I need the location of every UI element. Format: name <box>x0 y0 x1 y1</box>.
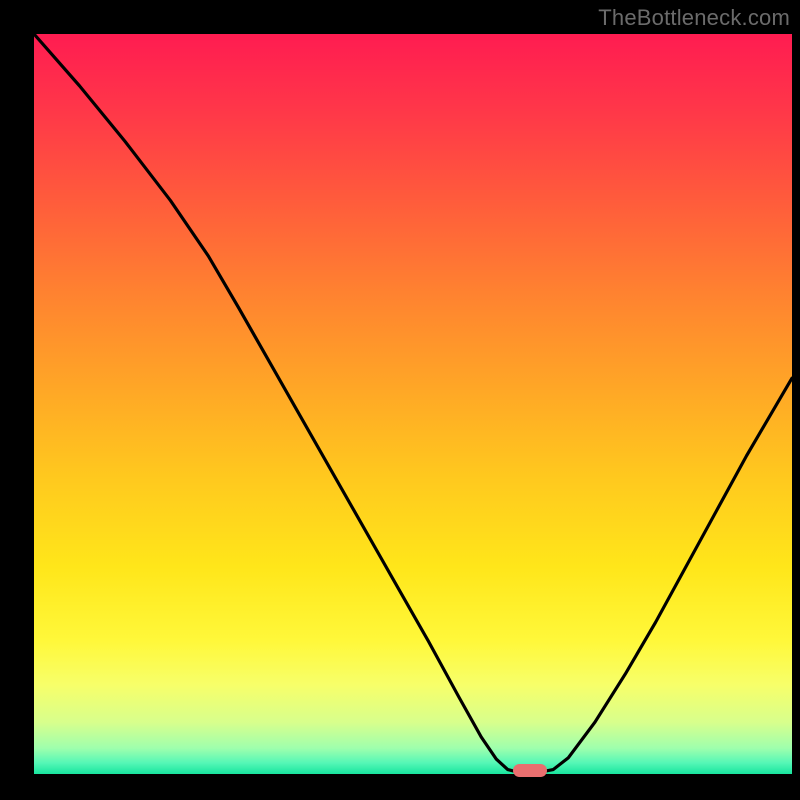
bottleneck-curve <box>34 34 792 774</box>
watermark-text: TheBottleneck.com <box>598 5 790 31</box>
optimal-marker <box>513 764 547 777</box>
curve-path <box>34 34 792 773</box>
chart-container: TheBottleneck.com <box>0 0 800 800</box>
plot-area <box>34 34 792 774</box>
